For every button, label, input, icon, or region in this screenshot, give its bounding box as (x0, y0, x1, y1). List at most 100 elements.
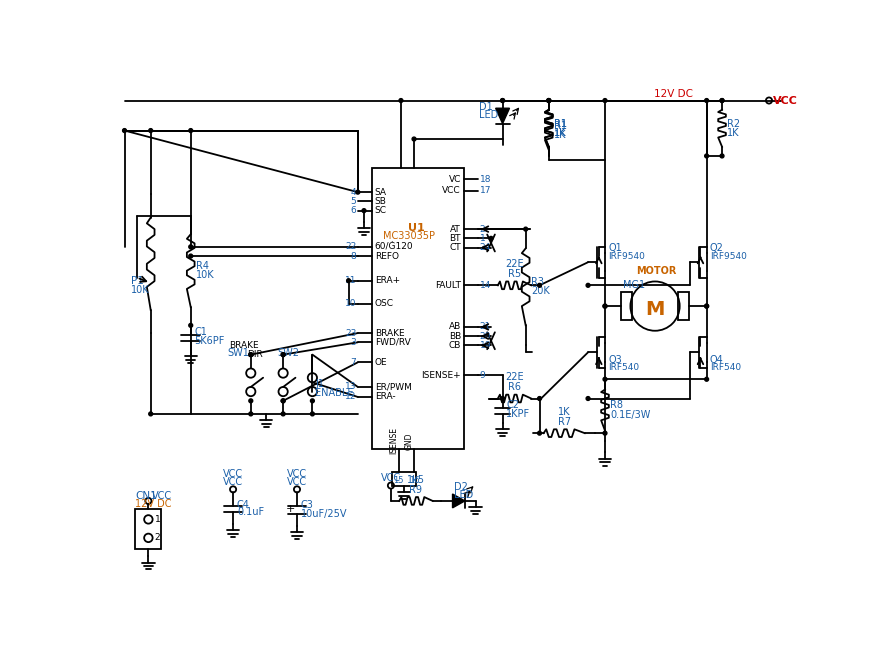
Circle shape (586, 397, 590, 401)
Circle shape (249, 412, 252, 416)
Text: D1: D1 (480, 102, 493, 112)
Text: BRAKE: BRAKE (229, 341, 259, 350)
Text: ENABLE: ENABLE (316, 388, 354, 398)
Circle shape (603, 377, 607, 381)
Circle shape (705, 304, 708, 308)
Bar (392, 472, 416, 486)
Text: 10K: 10K (130, 285, 149, 295)
Text: 7: 7 (351, 358, 356, 367)
Text: 10K: 10K (196, 270, 215, 280)
Text: 24: 24 (480, 243, 491, 252)
Text: 22: 22 (345, 242, 356, 251)
Text: R7: R7 (558, 417, 571, 427)
Text: 0.1E/3W: 0.1E/3W (610, 410, 651, 420)
Text: 23: 23 (345, 328, 356, 338)
Text: ISENSE: ISENSE (390, 427, 399, 455)
Circle shape (720, 99, 724, 103)
Text: +: + (285, 503, 294, 514)
Text: 16: 16 (409, 476, 419, 485)
Circle shape (500, 99, 505, 103)
Text: VCC: VCC (772, 95, 797, 105)
Circle shape (122, 128, 127, 132)
Text: DIR: DIR (247, 350, 262, 359)
Circle shape (281, 353, 285, 357)
Text: 1K: 1K (727, 128, 740, 138)
Circle shape (412, 137, 416, 141)
Text: MOTOR: MOTOR (636, 266, 677, 276)
Text: IRF9540: IRF9540 (608, 251, 645, 261)
Text: 10: 10 (345, 299, 356, 309)
Text: 1KPF: 1KPF (507, 409, 531, 419)
Circle shape (356, 190, 359, 194)
Circle shape (189, 254, 193, 258)
Circle shape (149, 128, 153, 132)
Text: BT: BT (450, 234, 461, 243)
Text: MG1: MG1 (623, 280, 645, 290)
Text: IRF9540: IRF9540 (710, 251, 747, 261)
Text: 4: 4 (351, 188, 356, 197)
Polygon shape (496, 108, 509, 124)
Text: SC: SC (375, 206, 387, 215)
Text: MC33035P: MC33035P (383, 231, 434, 241)
Text: 2: 2 (154, 534, 161, 542)
Text: AB: AB (449, 322, 461, 332)
Circle shape (310, 412, 314, 416)
Text: C1: C1 (194, 326, 208, 336)
Circle shape (547, 99, 550, 103)
Text: 21: 21 (480, 322, 491, 332)
Text: ERA+: ERA+ (375, 276, 400, 285)
Circle shape (347, 279, 351, 283)
Text: 22E: 22E (505, 372, 524, 382)
Circle shape (249, 353, 252, 357)
Text: 14: 14 (480, 281, 491, 290)
Text: VCC: VCC (287, 476, 307, 487)
Text: 12V DC: 12V DC (654, 89, 693, 99)
Text: 19: 19 (480, 341, 491, 350)
Text: 5: 5 (351, 197, 356, 206)
Text: 11: 11 (345, 276, 356, 285)
Text: IRF540: IRF540 (710, 363, 741, 372)
Text: R5: R5 (508, 269, 521, 279)
Text: 0.1uF: 0.1uF (237, 507, 264, 517)
Text: VCC: VCC (153, 492, 172, 501)
Text: C2: C2 (507, 399, 519, 410)
Circle shape (538, 397, 541, 401)
Text: 17: 17 (480, 186, 491, 195)
Circle shape (500, 99, 505, 103)
Text: ISENSE+: ISENSE+ (421, 371, 461, 380)
Text: CB: CB (449, 341, 461, 350)
Text: 1: 1 (480, 234, 485, 243)
Bar (621, 292, 632, 320)
Text: 20: 20 (480, 332, 491, 341)
Text: OE: OE (375, 358, 387, 367)
Text: LED: LED (480, 110, 499, 120)
Text: VCC: VCC (287, 469, 307, 479)
Text: 22E: 22E (505, 259, 524, 269)
Text: 60/Ġ120: 60/Ġ120 (375, 242, 413, 251)
Circle shape (524, 227, 527, 231)
Circle shape (705, 377, 708, 381)
Text: R1: R1 (554, 120, 567, 130)
Circle shape (189, 128, 193, 132)
Text: OSC: OSC (375, 299, 393, 309)
Circle shape (362, 209, 366, 213)
Text: 6: 6 (351, 206, 356, 215)
Text: 9: 9 (480, 371, 485, 380)
Text: P1: P1 (130, 276, 144, 286)
Circle shape (547, 99, 550, 103)
Circle shape (500, 397, 505, 401)
Text: 1K: 1K (554, 128, 566, 138)
Text: REFO: REFO (375, 251, 399, 261)
Text: GND: GND (405, 432, 414, 449)
Text: 1K: 1K (558, 407, 570, 417)
Text: 3: 3 (351, 338, 356, 347)
Text: Q2: Q2 (710, 243, 723, 253)
Bar (678, 292, 689, 320)
Circle shape (720, 99, 724, 103)
Circle shape (538, 431, 541, 435)
Circle shape (547, 99, 550, 103)
Text: R1: R1 (554, 118, 567, 128)
Text: CT: CT (450, 243, 461, 252)
Bar (372, 168, 464, 449)
Circle shape (249, 353, 252, 357)
